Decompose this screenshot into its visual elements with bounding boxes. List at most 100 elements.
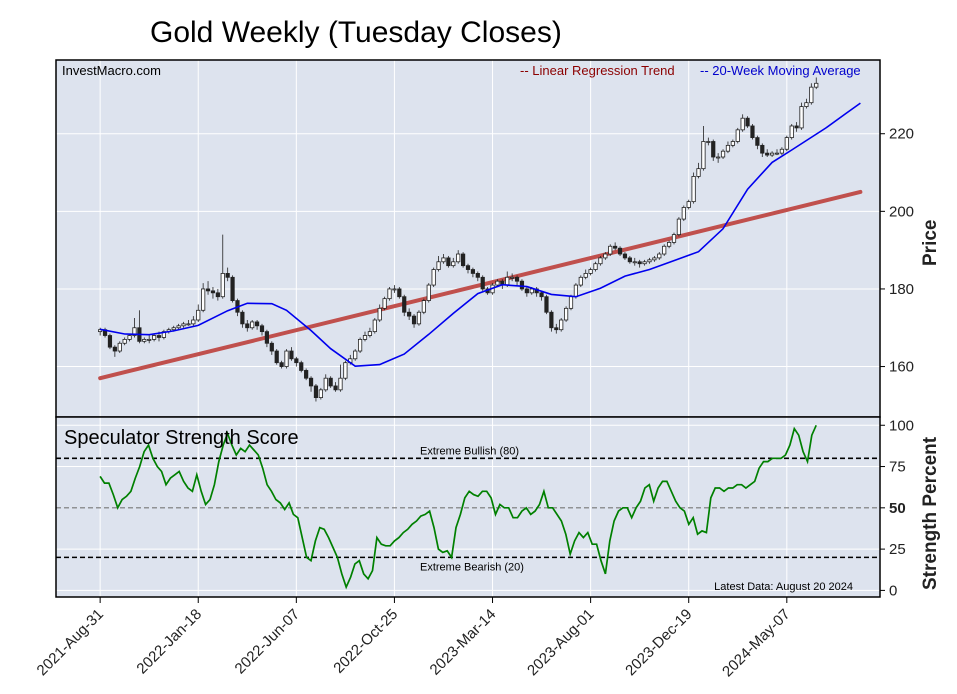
candle-body: [505, 276, 510, 286]
chart-title: Gold Weekly (Tuesday Closes): [150, 16, 562, 49]
strength-axis-label: Strength Percent: [920, 436, 941, 590]
legend-ma-label: -- 20-Week Moving Average: [700, 63, 861, 78]
candlestick: [539, 290, 544, 301]
candle-body: [657, 253, 662, 259]
latest-data-note: Latest Data: August 20 2024: [714, 581, 853, 593]
candlestick: [470, 267, 476, 278]
candlestick: [460, 252, 466, 268]
candlestick: [274, 349, 279, 365]
candle-body: [465, 265, 471, 270]
candle-body: [205, 288, 211, 292]
candle-body: [622, 253, 628, 259]
threshold-label: Extreme Bearish (20): [420, 561, 524, 573]
strength-score-line: [99, 424, 817, 590]
candlestick: [196, 304, 201, 322]
candlestick: [691, 172, 696, 204]
candle-body: [524, 288, 529, 294]
candle-body: [593, 263, 598, 270]
candle-body: [760, 144, 765, 154]
candlestick: [362, 331, 368, 342]
candle-body: [431, 269, 436, 286]
candle-body: [642, 261, 647, 265]
candlestick: [333, 382, 338, 392]
candle-body: [691, 176, 696, 203]
candlestick: [353, 349, 358, 361]
candle-body: [264, 331, 270, 344]
candlestick: [446, 255, 451, 268]
candlestick: [210, 287, 216, 299]
candle-body: [240, 311, 245, 325]
candle-body: [563, 307, 569, 321]
strength-y-tick-label: 25: [889, 541, 906, 558]
legend-trend-label: -- Linear Regression Trend: [520, 63, 675, 78]
candlestick: [250, 319, 255, 330]
candle-body: [686, 201, 691, 208]
candle-body: [142, 338, 147, 342]
candlestick: [343, 360, 348, 381]
candlestick: [392, 285, 397, 293]
x-tick-label: 2022-Jan-18: [133, 606, 205, 678]
candle-body: [132, 327, 137, 336]
price-y-axis: 160 180 200 220: [880, 126, 914, 376]
candle-body: [156, 335, 162, 338]
candle-body: [578, 276, 583, 286]
candle-body: [588, 269, 593, 274]
candle-body: [171, 327, 176, 331]
candlestick: [745, 116, 750, 128]
candlestick: [681, 205, 686, 222]
candle-body: [711, 141, 716, 158]
candlestick: [559, 318, 564, 332]
candle-body: [225, 273, 230, 278]
candlestick: [647, 257, 652, 264]
candlestick: [416, 310, 422, 326]
candlestick: [377, 304, 382, 322]
candle-body: [804, 102, 809, 107]
candlestick: [382, 296, 387, 311]
candlestick: [774, 149, 780, 156]
candle-body: [769, 152, 775, 156]
price-panel: InvestMacro.com -- Linear Regression Tre…: [55, 59, 941, 418]
candle-body: [617, 247, 623, 255]
candlestick: [151, 333, 157, 342]
candlestick: [622, 252, 628, 260]
candle-body: [230, 276, 235, 301]
candlestick: [475, 271, 480, 282]
x-axis: 2021-Aug-31 2022-Jan-18 2022-Jun-07 2022-Oc…: [34, 597, 794, 680]
candle-body: [480, 276, 485, 290]
candle-body: [151, 335, 157, 340]
candlestick: [554, 323, 559, 334]
candlestick: [544, 294, 549, 315]
strength-panel-frame: [55, 416, 881, 598]
candle-body: [196, 309, 201, 321]
strength-line-layer: [99, 424, 817, 590]
candle-body: [107, 335, 113, 348]
x-tick-label: 2023-Dec-19: [622, 606, 695, 679]
candlestick: [313, 384, 319, 402]
candle-body: [613, 245, 618, 249]
candlestick: [372, 318, 377, 334]
candlestick: [662, 244, 667, 256]
candle-body: [254, 321, 260, 327]
candle-body: [809, 86, 814, 104]
x-tick-label: 2023-Aug-01: [524, 606, 597, 679]
candle-body: [514, 276, 520, 282]
price-trend-layer: [98, 189, 863, 381]
candlestick: [318, 387, 323, 400]
candlestick: [304, 368, 309, 381]
candle-body: [730, 141, 735, 146]
candlestick: [711, 139, 716, 161]
candle-body: [382, 298, 387, 309]
candlestick: [465, 263, 471, 274]
candlestick: [407, 308, 412, 320]
candle-body: [554, 327, 559, 331]
candle-body: [451, 261, 456, 267]
strength-thresholds: Extreme Bullish (80) Extreme Bearish (20): [56, 445, 880, 573]
candlestick: [706, 137, 711, 146]
candle-body: [794, 125, 799, 129]
candle-body: [407, 311, 412, 317]
candle-body: [666, 241, 672, 247]
candlestick: [308, 376, 314, 392]
candle-body: [568, 296, 574, 309]
candlestick: [637, 259, 642, 268]
